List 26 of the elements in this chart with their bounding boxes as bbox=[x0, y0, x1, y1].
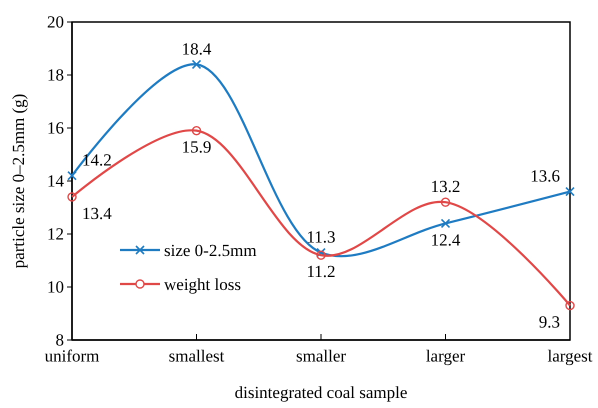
x-tick-label: largest bbox=[547, 346, 593, 366]
legend-label: size 0-2.5mm bbox=[164, 241, 257, 260]
x-tick-label: smaller bbox=[296, 346, 346, 366]
y-tick-label: 14 bbox=[47, 171, 64, 190]
data-label: 18.4 bbox=[182, 39, 212, 58]
data-label: 9.3 bbox=[538, 312, 560, 332]
y-axis-title: particle size 0–2.5mm (g) bbox=[9, 94, 28, 268]
data-label: 13.6 bbox=[530, 166, 560, 186]
data-label: 12.4 bbox=[430, 230, 461, 250]
x-axis-title: disintegrated coal sample bbox=[234, 383, 408, 402]
x-tick-label: uniform bbox=[44, 346, 100, 366]
y-tick-label: 12 bbox=[47, 224, 64, 244]
x-tick-label: smallest bbox=[168, 346, 225, 366]
legend-label: weight loss bbox=[164, 275, 241, 294]
data-label: 11.2 bbox=[306, 262, 336, 282]
data-label: 13.4 bbox=[82, 204, 112, 223]
data-label: 15.9 bbox=[182, 138, 212, 157]
y-tick-label: 10 bbox=[47, 277, 64, 296]
y-tick-label: 20 bbox=[47, 12, 64, 32]
data-label: 13.2 bbox=[430, 177, 460, 196]
x-tick-label: larger bbox=[426, 346, 466, 366]
data-label: 11.3 bbox=[306, 228, 336, 247]
y-tick-label: 18 bbox=[47, 65, 64, 84]
y-tick-label: 16 bbox=[47, 118, 64, 138]
data-label: 14.2 bbox=[82, 150, 112, 170]
y-tick-label: 8 bbox=[56, 330, 64, 350]
